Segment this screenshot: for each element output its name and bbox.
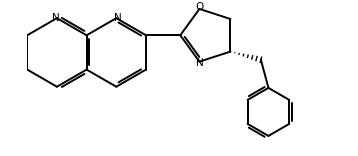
Text: N: N [52, 13, 59, 23]
Text: N: N [114, 13, 122, 23]
Text: O: O [195, 2, 204, 12]
Text: N: N [195, 58, 203, 68]
